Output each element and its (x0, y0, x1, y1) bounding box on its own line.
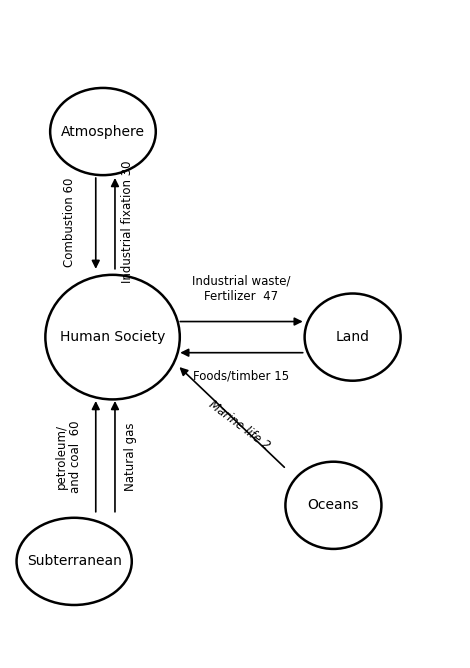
Text: Industrial fixation 30: Industrial fixation 30 (121, 160, 134, 283)
Text: Land: Land (336, 330, 369, 344)
Text: Combustion 60: Combustion 60 (63, 177, 76, 267)
Text: Marine life 2: Marine life 2 (207, 398, 273, 453)
Text: Oceans: Oceans (308, 498, 359, 512)
Text: Human Society: Human Society (60, 330, 165, 344)
Text: Subterranean: Subterranean (27, 554, 122, 568)
Text: Foods/timber 15: Foods/timber 15 (193, 369, 290, 383)
Text: Atmosphere: Atmosphere (61, 124, 145, 138)
Text: Natural gas: Natural gas (124, 422, 137, 491)
Text: petroleum/
and coal  60: petroleum/ and coal 60 (55, 420, 82, 493)
Text: Industrial waste/
Fertilizer  47: Industrial waste/ Fertilizer 47 (192, 275, 290, 303)
